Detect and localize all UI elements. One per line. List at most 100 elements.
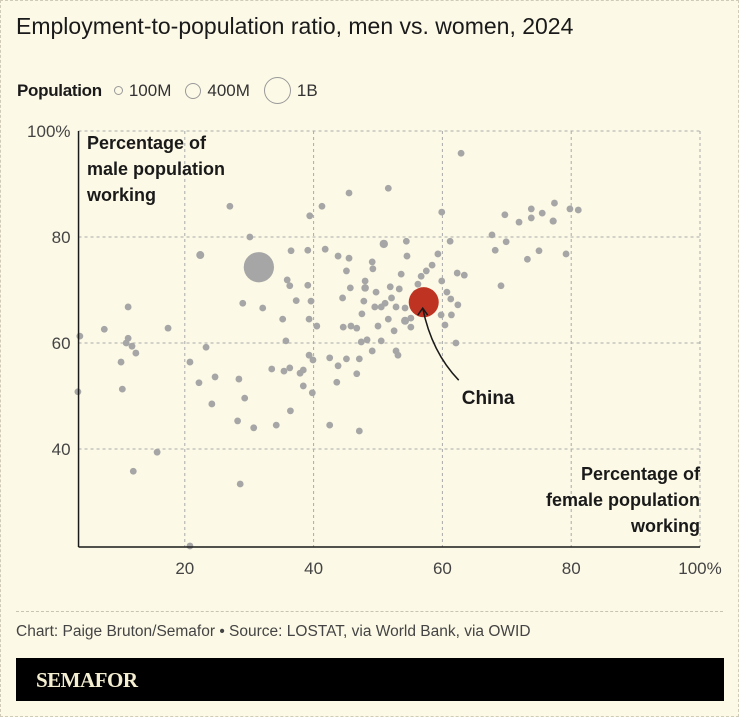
data-point	[236, 480, 244, 488]
china-point	[408, 287, 439, 318]
data-point	[524, 255, 531, 263]
data-point	[235, 375, 243, 383]
x-axis-label-line2: female population	[546, 490, 700, 510]
x-tick-label: 60	[433, 559, 452, 578]
divider	[16, 611, 723, 612]
axes: 20 40 60 80 100% 40 60 80 100%	[27, 122, 722, 578]
data-point	[357, 338, 365, 346]
data-point	[488, 231, 496, 239]
data-point	[318, 202, 326, 210]
data-point	[313, 322, 321, 330]
data-point	[326, 354, 334, 362]
grid	[78, 130, 701, 548]
data-point	[457, 149, 465, 157]
x-tick-label: 20	[175, 559, 194, 578]
data-point	[434, 250, 442, 258]
data-point	[374, 322, 382, 330]
data-point	[454, 301, 462, 309]
data-point	[497, 282, 505, 290]
data-point	[164, 324, 172, 332]
x-tick-label: 80	[562, 559, 581, 578]
data-point	[195, 379, 203, 387]
data-point	[299, 382, 307, 390]
data-point	[202, 343, 210, 351]
data-point	[447, 295, 455, 303]
data-point	[402, 237, 410, 245]
data-point	[308, 389, 316, 397]
data-point	[345, 189, 353, 197]
data-point	[186, 358, 194, 366]
data-point	[401, 316, 410, 325]
data-point	[369, 265, 377, 273]
data-point	[346, 284, 354, 292]
data-point	[239, 299, 247, 307]
data-point	[279, 315, 287, 323]
data-point	[286, 364, 294, 372]
data-point	[527, 214, 535, 222]
data-point	[438, 277, 446, 285]
data-point	[272, 421, 280, 429]
data-point	[407, 314, 415, 322]
data-point	[117, 358, 125, 366]
data-point	[403, 252, 411, 260]
legend-item-label: 1B	[296, 80, 318, 100]
data-point	[377, 337, 385, 345]
data-point	[361, 277, 369, 285]
data-point	[100, 325, 108, 333]
data-point	[397, 270, 405, 278]
population-legend: Population 100M 400M 1B	[17, 77, 332, 104]
chart-title: Employment-to-population ratio, men vs. …	[16, 13, 574, 39]
data-point	[441, 321, 449, 329]
data-point	[333, 378, 341, 386]
data-point	[401, 304, 409, 312]
data-point	[306, 212, 314, 220]
data-point	[343, 267, 350, 275]
y-tick-label: 100%	[27, 122, 70, 141]
data-point	[549, 217, 557, 225]
data-point	[386, 283, 394, 291]
data-point	[353, 324, 361, 332]
data-point	[395, 285, 403, 293]
data-point	[414, 280, 422, 288]
data-point	[438, 208, 446, 216]
brand-bar: SEMAFOR	[16, 658, 724, 701]
data-point	[368, 258, 376, 266]
data-point	[360, 297, 368, 305]
data-points	[74, 149, 582, 550]
data-point	[538, 209, 546, 217]
data-point	[343, 355, 350, 363]
x-axis-label-line1: Percentage of	[581, 464, 701, 484]
data-point	[196, 251, 205, 260]
data-point	[574, 206, 582, 214]
data-point	[407, 323, 415, 331]
y-tick-label: 60	[52, 334, 71, 353]
data-point	[566, 205, 574, 213]
legend-item-1b: 1B	[263, 77, 318, 104]
y-tick-label: 40	[52, 440, 71, 459]
data-point	[208, 400, 216, 408]
data-point	[394, 351, 402, 359]
y-axis-label-line2: male population	[87, 159, 225, 179]
data-point	[128, 342, 136, 350]
data-point	[437, 311, 445, 319]
data-point	[460, 271, 468, 279]
data-point	[392, 303, 400, 311]
legend-item-100m: 100M	[113, 81, 171, 101]
data-point	[491, 246, 499, 254]
data-point	[355, 355, 363, 363]
semafor-logo: SEMAFOR	[36, 668, 138, 692]
data-point	[379, 239, 388, 249]
legend-circle-icon	[113, 86, 123, 95]
data-point	[334, 362, 342, 370]
data-point	[527, 205, 535, 213]
data-point	[132, 349, 140, 357]
data-point	[259, 304, 267, 312]
data-point	[358, 310, 366, 318]
legend-circle-icon	[263, 77, 291, 104]
data-point	[347, 322, 355, 330]
data-point	[390, 327, 398, 335]
data-point	[363, 336, 371, 344]
legend-item-400m: 400M	[185, 81, 250, 101]
data-point	[345, 254, 353, 262]
data-point	[299, 366, 307, 374]
